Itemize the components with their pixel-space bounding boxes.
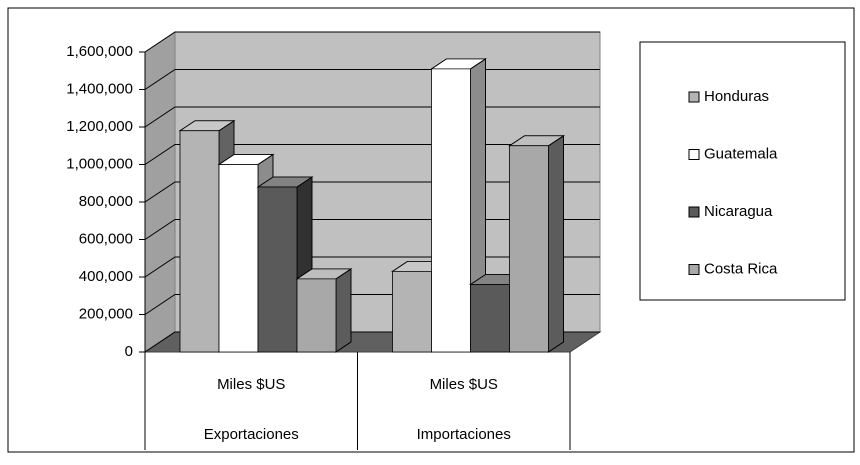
- legend-label: Honduras: [704, 88, 769, 105]
- bar-front: [218, 164, 259, 353]
- legend-box: [639, 41, 846, 301]
- legend-swatch: [688, 264, 700, 275]
- y-tick-label: 400,000: [79, 268, 133, 285]
- legend-label: Costa Rica: [704, 260, 778, 277]
- y-tick-label: 800,000: [79, 193, 133, 210]
- bar-side-shade: [548, 135, 564, 353]
- legend-swatch: [688, 149, 700, 160]
- x-group-label: Exportaciones: [204, 426, 299, 443]
- y-tick-label: 200,000: [79, 305, 133, 322]
- y-tick-label: 1,000,000: [66, 155, 133, 172]
- bar-front: [296, 278, 337, 353]
- legend-label: Guatemala: [704, 145, 778, 162]
- bar-front: [179, 130, 220, 353]
- y-tick-label: 1,200,000: [66, 118, 133, 135]
- y-tick-label: 1,400,000: [66, 80, 133, 97]
- x-tick-label: Miles $US: [217, 376, 285, 393]
- grid-line: [144, 31, 600, 53]
- legend-swatch: [688, 206, 700, 218]
- x-group-label: Importaciones: [417, 426, 511, 443]
- bar: [508, 135, 565, 353]
- bar-front: [470, 284, 510, 353]
- bar-side-shade: [335, 268, 352, 353]
- legend-swatch: [688, 91, 700, 103]
- bar-front: [257, 186, 298, 353]
- bar: [430, 58, 487, 353]
- bar: [295, 268, 353, 353]
- y-tick-label: 600,000: [79, 230, 133, 247]
- bar-front: [392, 270, 432, 353]
- x-tick-label: Miles $US: [430, 376, 498, 393]
- y-tick-label: 0: [125, 343, 133, 360]
- legend-label: Nicaragua: [704, 203, 773, 220]
- bar-front: [509, 145, 549, 353]
- y-tick-label: 1,600,000: [66, 43, 133, 60]
- bar-front: [431, 68, 471, 353]
